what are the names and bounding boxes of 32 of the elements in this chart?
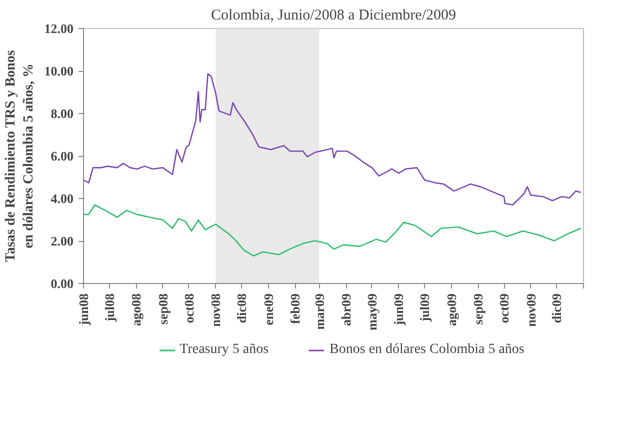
y-tick-label: 4.00: [50, 191, 74, 206]
x-tick-label: oct08: [181, 293, 196, 324]
y-tick-label: 8.00: [50, 106, 74, 121]
x-tick-label: ago08: [128, 293, 144, 326]
legend-label: Treasury 5 años: [180, 342, 269, 358]
x-tick-label: may09: [364, 293, 380, 330]
x-tick-label: sep09: [470, 293, 486, 325]
x-tick-label: sep08: [155, 293, 170, 325]
legend-label: Bonos en dólares Colombia 5 años: [330, 342, 524, 358]
chart-title: Colombia, Junio/2008 a Diciembre/2009: [211, 8, 456, 24]
y-tick-label: 12.00: [44, 21, 74, 36]
x-tick-label: oct09: [496, 293, 512, 324]
x-tick-label: dic08: [234, 293, 250, 324]
y-tick-label: 6.00: [50, 148, 74, 164]
y-tick-label: 0.00: [50, 276, 74, 291]
x-tick-label: jun08: [76, 293, 91, 326]
x-tick-label: dic09: [549, 293, 564, 324]
x-tick-label: feb09: [288, 293, 303, 324]
x-tick-label: nov08: [208, 293, 224, 327]
x-tick-label: mar09: [312, 293, 327, 330]
y-tick-label: 10.00: [44, 64, 74, 78]
line-series: [84, 73, 582, 206]
x-tick-label: abr09: [338, 293, 354, 326]
x-tick-label: ene09: [260, 293, 276, 326]
x-tick-label: jul09: [417, 293, 432, 323]
x-tick-label: jul08: [102, 293, 117, 323]
line-series: [84, 204, 582, 257]
y-tick-label: 2.00: [50, 234, 74, 248]
x-tick-label: nov09: [523, 293, 538, 327]
x-tick-label: ago09: [444, 293, 459, 326]
y-axis-title: Tasas de Rendimiento TRS y Bonos en dólares Colombia 5 años, %: [3, 50, 36, 262]
x-tick-label: jun09: [391, 293, 406, 326]
